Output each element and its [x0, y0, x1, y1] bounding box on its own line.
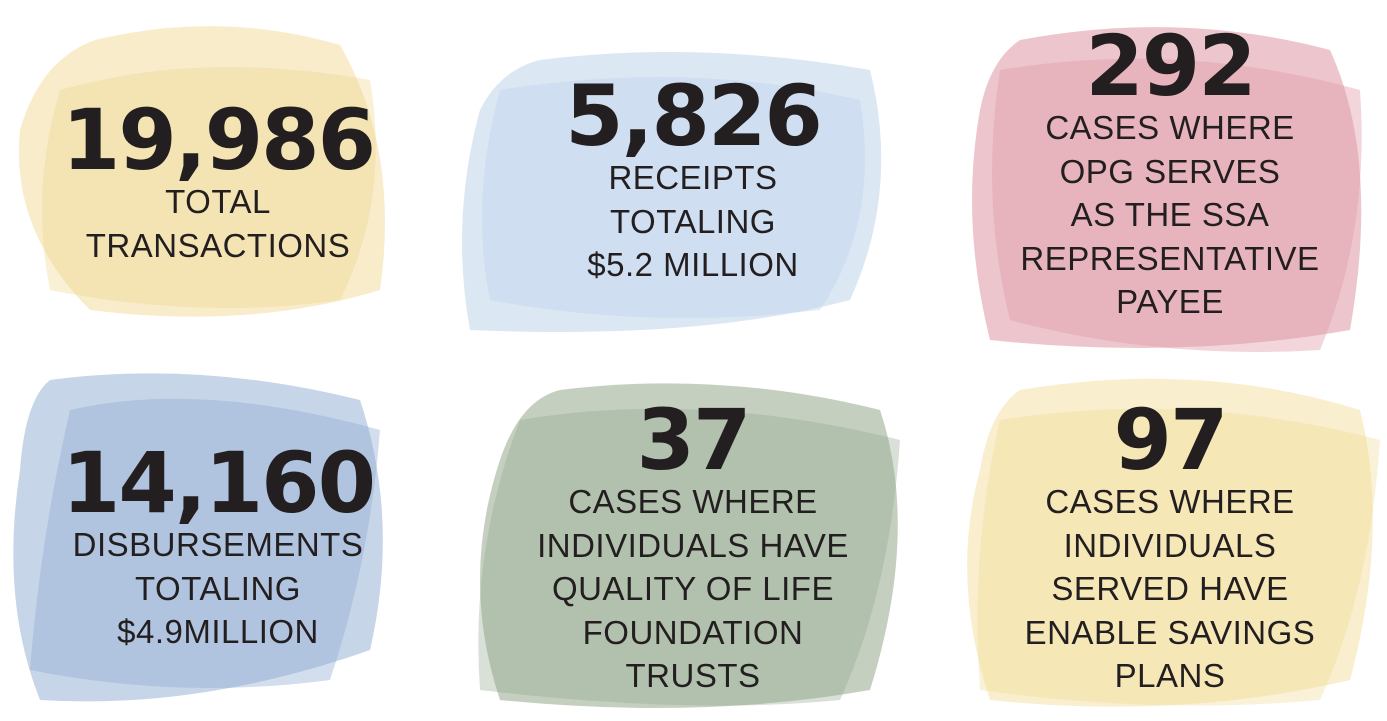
stat-value: 292 — [960, 26, 1380, 106]
stat-label-line: $4.9MILLION — [8, 610, 428, 654]
stat-label-line: $5.2 MILLION — [483, 243, 903, 287]
stat-label-line: INDIVIDUALS — [960, 524, 1380, 568]
stat-label-line: TOTALING — [8, 567, 428, 611]
stat-label-line: RECEIPTS — [483, 156, 903, 200]
stat-label-line: TOTALING — [483, 200, 903, 244]
stat-label-line: PAYEE — [960, 280, 1380, 324]
stat-label-line: ENABLE SAVINGS — [960, 611, 1380, 655]
page: {"stats": [ {"value": "19,986", "lines":… — [0, 0, 1387, 721]
stat-label-line: QUALITY OF LIFE — [483, 567, 903, 611]
stat-value: 14,160 — [8, 443, 428, 523]
stat-label-line: TRUSTS — [483, 654, 903, 698]
stat-label-line: REPRESENTATIVE — [960, 237, 1380, 281]
stat-label-line: CASES WHERE — [483, 480, 903, 524]
stat-label-line: OPG SERVES — [960, 150, 1380, 194]
stat-label-line: TRANSACTIONS — [8, 224, 428, 268]
stat-label-line: PLANS — [960, 654, 1380, 698]
stat-value: 19,986 — [8, 100, 428, 180]
stat-label-line: INDIVIDUALS HAVE — [483, 524, 903, 568]
stat-label-line: FOUNDATION — [483, 611, 903, 655]
stat-value: 5,826 — [483, 76, 903, 156]
stat-value: 97 — [960, 400, 1380, 480]
stat-value: 37 — [483, 400, 903, 480]
stat-label-line: CASES WHERE — [960, 480, 1380, 524]
stat-label-line: SERVED HAVE — [960, 567, 1380, 611]
stat-label-line: CASES WHERE — [960, 106, 1380, 150]
stat-label-line: AS THE SSA — [960, 193, 1380, 237]
